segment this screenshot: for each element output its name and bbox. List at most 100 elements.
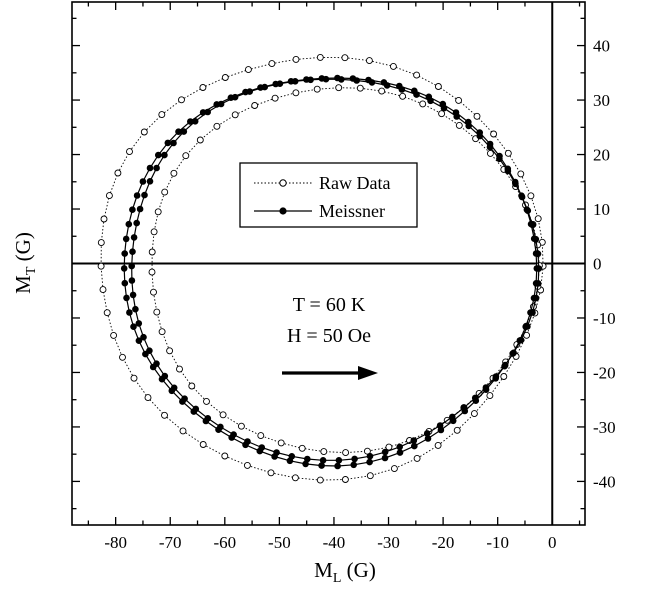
data-point xyxy=(534,250,542,258)
data-point xyxy=(482,384,490,391)
data-point xyxy=(103,309,111,317)
data-point xyxy=(291,474,299,482)
data-point xyxy=(465,122,473,130)
data-point xyxy=(158,111,166,119)
data-point xyxy=(341,476,349,483)
data-point xyxy=(219,411,227,419)
data-point xyxy=(342,449,350,457)
data-point xyxy=(288,453,296,460)
data-point xyxy=(161,151,168,159)
data-point xyxy=(178,96,185,104)
legend-meissner-marker xyxy=(279,207,287,215)
data-point xyxy=(155,151,162,159)
data-point xyxy=(122,235,130,243)
data-point xyxy=(110,331,118,339)
zero-lines xyxy=(72,2,585,525)
data-point xyxy=(319,457,327,464)
series-meissner xyxy=(120,74,543,470)
data-point xyxy=(517,170,525,178)
data-point xyxy=(140,128,148,136)
x-tick-label: -30 xyxy=(377,533,400,552)
data-point xyxy=(389,62,397,70)
data-point xyxy=(385,443,393,451)
data-point xyxy=(176,365,183,373)
legend-raw-label: Raw Data xyxy=(319,173,390,193)
data-point xyxy=(353,77,361,84)
series-raw-data xyxy=(97,53,547,484)
data-point xyxy=(261,83,269,91)
data-point xyxy=(204,415,212,422)
data-point xyxy=(130,234,138,241)
data-point xyxy=(199,84,207,91)
data-point xyxy=(133,192,141,199)
data-point xyxy=(486,143,494,151)
data-point xyxy=(231,93,239,101)
data-point xyxy=(100,215,108,223)
y-tick-label: -20 xyxy=(593,363,616,382)
data-point xyxy=(427,97,434,105)
data-point xyxy=(510,349,517,357)
data-point xyxy=(148,268,156,276)
data-point xyxy=(179,427,187,435)
y-axis-title: MT (G) xyxy=(11,232,39,294)
data-point xyxy=(316,53,324,61)
data-point xyxy=(413,71,421,79)
x-tick-label: -50 xyxy=(268,533,291,552)
data-point xyxy=(486,392,494,400)
data-point xyxy=(166,347,174,355)
data-point xyxy=(130,374,138,382)
data-point xyxy=(424,435,432,442)
data-point xyxy=(97,262,105,270)
data-point xyxy=(267,469,275,477)
data-point xyxy=(139,178,147,185)
data-point xyxy=(150,288,157,296)
data-point xyxy=(146,164,154,172)
data-point xyxy=(335,84,343,92)
data-point xyxy=(313,85,321,93)
data-point xyxy=(133,219,140,227)
data-point xyxy=(126,309,133,316)
data-point xyxy=(97,239,105,247)
data-point xyxy=(276,80,284,87)
data-point xyxy=(291,78,299,85)
temperature-annotation: T = 60 K xyxy=(293,294,366,316)
data-point xyxy=(532,235,540,243)
data-point xyxy=(188,382,196,390)
data-point xyxy=(192,405,200,413)
data-point xyxy=(161,372,169,380)
data-point xyxy=(158,328,166,336)
data-point xyxy=(123,294,130,302)
data-point xyxy=(298,444,306,452)
y-tick-label: 0 xyxy=(593,255,602,274)
data-point xyxy=(455,96,463,104)
data-point xyxy=(136,205,144,213)
data-point xyxy=(153,164,160,172)
data-point xyxy=(237,422,245,430)
data-point xyxy=(504,149,512,157)
data-point xyxy=(182,152,190,160)
x-tick-label: 0 xyxy=(548,533,557,552)
data-point xyxy=(476,132,484,140)
data-point xyxy=(150,228,158,236)
data-point xyxy=(271,94,279,102)
data-point xyxy=(148,248,156,256)
x-axis-ticks: -80 -70 -60 -50 -40 -30 -20 -10 0 xyxy=(87,2,581,552)
data-point xyxy=(153,308,161,316)
data-point xyxy=(492,373,500,380)
data-point xyxy=(243,461,251,469)
data-point xyxy=(410,437,418,444)
x-axis-title: ML (G) xyxy=(314,558,376,586)
data-point xyxy=(153,360,160,368)
legend-raw-marker xyxy=(279,179,287,187)
data-point xyxy=(129,248,136,255)
data-point xyxy=(524,207,532,214)
data-point xyxy=(534,280,542,287)
legend: Raw Data Meissner xyxy=(239,162,418,228)
data-point xyxy=(356,84,364,92)
data-point xyxy=(529,221,536,229)
data-point xyxy=(128,277,136,284)
x-tick-label: -20 xyxy=(432,533,455,552)
data-point xyxy=(292,55,300,63)
data-point xyxy=(257,432,265,440)
